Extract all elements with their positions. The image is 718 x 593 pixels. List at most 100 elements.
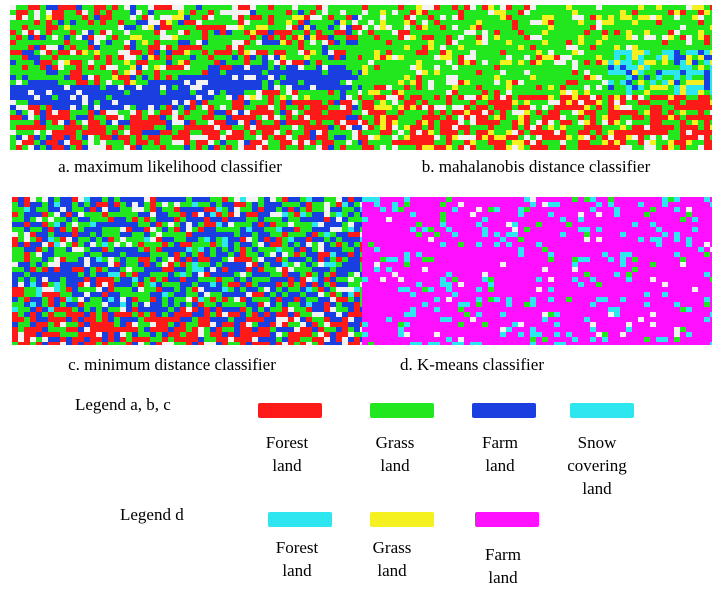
pixel <box>506 145 513 150</box>
pixel <box>184 145 191 150</box>
pixel <box>172 145 179 150</box>
pixel <box>274 145 281 150</box>
pixel <box>440 145 447 150</box>
pixel <box>118 145 125 150</box>
pixel <box>608 145 615 150</box>
pixel <box>362 145 369 150</box>
pixel <box>632 145 639 150</box>
pixel <box>578 145 585 150</box>
pixel <box>518 145 525 150</box>
pixel <box>46 145 53 150</box>
pixel <box>130 145 137 150</box>
caption: b. mahalanobis distance classifier <box>422 157 651 176</box>
pixel <box>160 145 167 150</box>
pixel <box>232 145 239 150</box>
pixel <box>596 145 603 150</box>
pixel <box>386 145 393 150</box>
pixel <box>64 145 71 150</box>
pixel <box>512 145 519 150</box>
pixel <box>704 145 711 150</box>
pixel <box>614 145 621 150</box>
pixel <box>620 145 627 150</box>
pixel <box>262 145 269 150</box>
pixel <box>710 145 712 150</box>
pixel <box>656 145 663 150</box>
caption: d. K-means classifier <box>400 355 544 374</box>
pixel <box>16 145 23 150</box>
pixel <box>298 145 305 150</box>
pixel <box>256 145 263 150</box>
pixel <box>638 145 645 150</box>
pixel <box>166 145 173 150</box>
pixel <box>88 145 95 150</box>
pixel <box>548 145 555 150</box>
pixel <box>488 145 495 150</box>
pixel <box>304 145 311 150</box>
pixel <box>602 145 609 150</box>
pixel <box>226 145 233 150</box>
pixel <box>322 145 329 150</box>
pixel <box>368 145 375 150</box>
pixel <box>124 145 131 150</box>
pixel <box>434 145 441 150</box>
classified-image <box>10 5 362 150</box>
pixel <box>214 145 221 150</box>
pixel <box>500 145 507 150</box>
pixel <box>446 145 453 150</box>
pixel <box>286 145 293 150</box>
pixel <box>494 145 501 150</box>
pixel <box>40 145 47 150</box>
pixel <box>590 145 597 150</box>
pixel <box>106 145 113 150</box>
pixel <box>524 145 531 150</box>
figure: a. maximum likelihood classifier b. maha… <box>0 0 718 593</box>
pixel <box>464 145 471 150</box>
pixel <box>404 145 411 150</box>
pixel <box>692 145 699 150</box>
pixel <box>202 145 209 150</box>
pixel <box>410 145 417 150</box>
pixel <box>674 145 681 150</box>
classified-image <box>12 197 362 345</box>
pixel <box>112 145 119 150</box>
caption: a. maximum likelihood classifier <box>58 157 282 176</box>
pixel <box>668 145 675 150</box>
pixel <box>22 145 29 150</box>
pixel <box>380 145 387 150</box>
pixel <box>662 145 669 150</box>
pixel <box>70 145 77 150</box>
pixel <box>292 145 299 150</box>
pixel <box>566 145 573 150</box>
pixel <box>452 145 459 150</box>
pixel <box>680 145 687 150</box>
pixel <box>148 145 155 150</box>
pixel <box>530 145 537 150</box>
pixel <box>470 145 477 150</box>
pixel <box>398 145 405 150</box>
pixel <box>650 145 657 150</box>
pixel <box>250 145 257 150</box>
pixel <box>268 145 275 150</box>
pixel <box>208 145 215 150</box>
pixel <box>392 145 399 150</box>
pixel <box>482 145 489 150</box>
pixel <box>644 145 651 150</box>
pixel <box>428 145 435 150</box>
pixel <box>334 145 341 150</box>
pixel <box>52 145 59 150</box>
caption: c. minimum distance classifier <box>68 355 276 374</box>
pixel <box>220 145 227 150</box>
pixel <box>142 145 149 150</box>
pixel <box>686 145 693 150</box>
pixel <box>554 145 561 150</box>
pixel <box>238 145 245 150</box>
pixel <box>458 145 465 150</box>
pixel <box>82 145 89 150</box>
pixel <box>28 145 35 150</box>
pixel <box>154 145 161 150</box>
pixel <box>310 145 317 150</box>
pixel <box>340 145 347 150</box>
pixel <box>100 145 107 150</box>
pixel <box>34 145 41 150</box>
pixel <box>178 145 185 150</box>
